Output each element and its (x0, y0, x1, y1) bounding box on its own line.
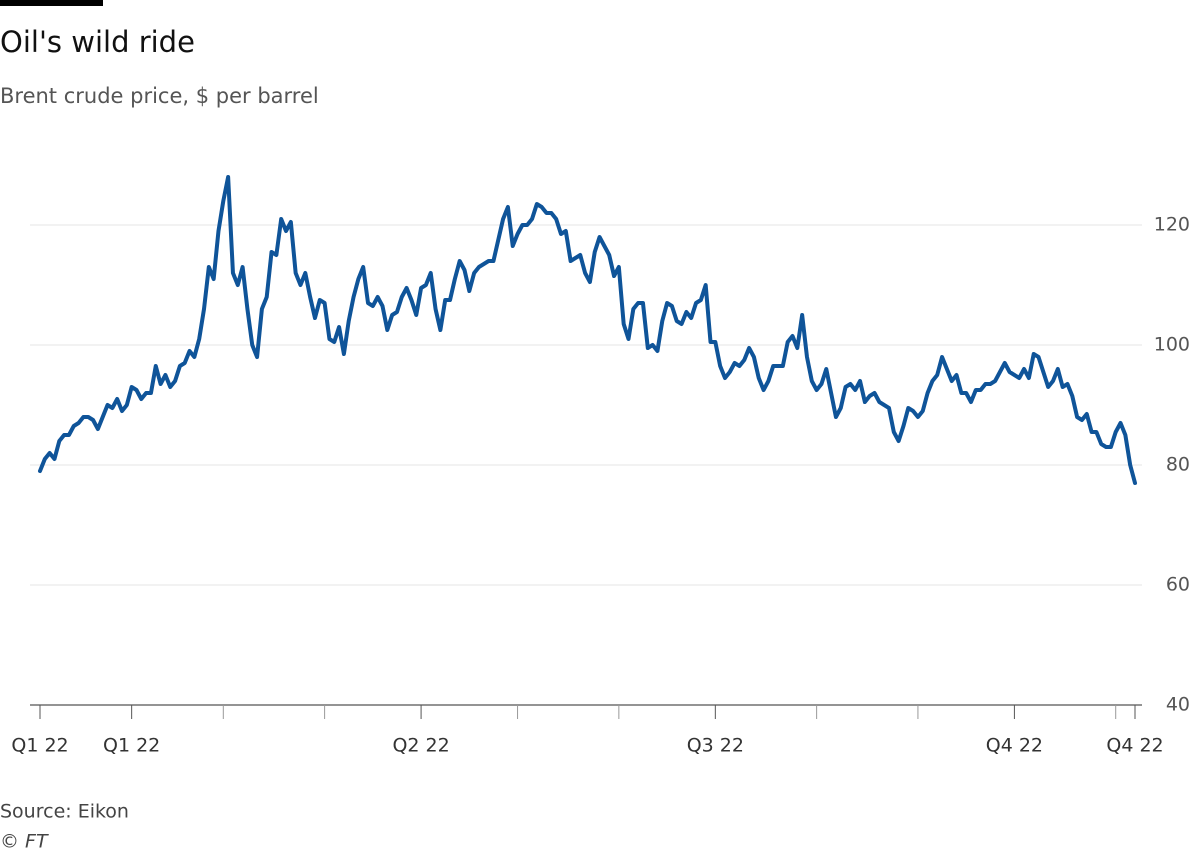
x-tick-label: Q3 22 (687, 735, 744, 757)
price-line (38, 175, 1137, 485)
y-tick-label: 80 (1166, 454, 1190, 476)
y-tick-label: 120 (1154, 214, 1190, 236)
brand-bar (0, 0, 103, 6)
x-tick-label: Q2 22 (392, 735, 449, 757)
credit: © FT (0, 831, 49, 853)
x-tick-label: Q4 22 (1106, 735, 1163, 757)
chart-subtitle: Brent crude price, $ per barrel (0, 84, 319, 108)
source: Source: Eikon (0, 801, 129, 823)
y-tick-label: 40 (1166, 694, 1190, 716)
y-tick-label: 60 (1166, 574, 1190, 596)
x-tick-label: Q4 22 (986, 735, 1043, 757)
chart-title: Oil's wild ride (0, 25, 195, 59)
x-tick-label: Q1 22 (103, 735, 160, 757)
x-tick-label: Q1 22 (11, 735, 68, 757)
y-tick-label: 100 (1154, 334, 1190, 356)
